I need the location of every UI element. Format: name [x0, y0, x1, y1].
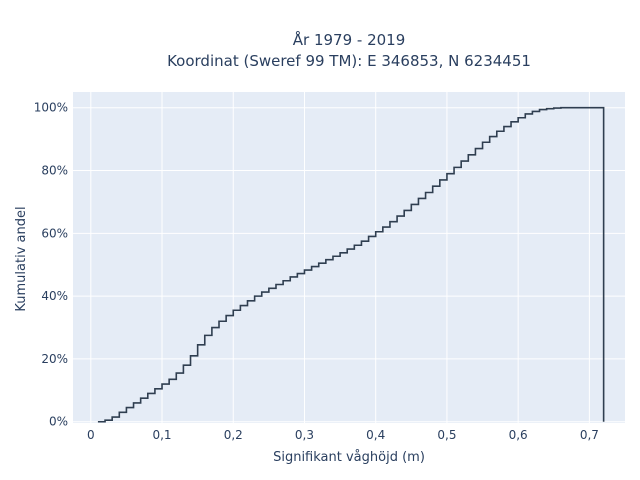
y-tick-labels: 0% 20% 40% 60% 80% 100%: [34, 101, 68, 429]
x-tick-label: 0,2: [224, 428, 243, 442]
chart-title-line2: Koordinat (Sweref 99 TM): E 346853, N 62…: [167, 52, 531, 70]
x-tick-label: 0,5: [437, 428, 456, 442]
y-tick-label: 20%: [41, 352, 68, 366]
grid-lines: [73, 92, 625, 423]
ecdf-line: [97, 106, 605, 423]
x-axis-title: Signifikant våghöjd (m): [273, 450, 425, 465]
x-tick-label: 0,7: [580, 428, 599, 442]
x-tick-label: 0: [87, 428, 95, 442]
y-tick-label: 0%: [49, 415, 68, 429]
x-tick-labels: 0 0,1 0,2 0,3 0,4 0,5 0,6 0,7: [87, 428, 599, 442]
plot-area: [73, 92, 625, 423]
y-axis-title: Kumulativ andel: [14, 206, 29, 311]
chart-title-line1: År 1979 - 2019: [293, 30, 406, 49]
y-tick-label: 40%: [41, 289, 68, 303]
x-tick-label: 0,3: [295, 428, 314, 442]
y-tick-label: 80%: [41, 164, 68, 178]
x-tick-label: 0,1: [152, 428, 171, 442]
x-tick-label: 0,6: [509, 428, 528, 442]
x-tick-label: 0,4: [366, 428, 385, 442]
y-tick-label: 100%: [34, 101, 68, 115]
y-tick-label: 60%: [41, 226, 68, 240]
